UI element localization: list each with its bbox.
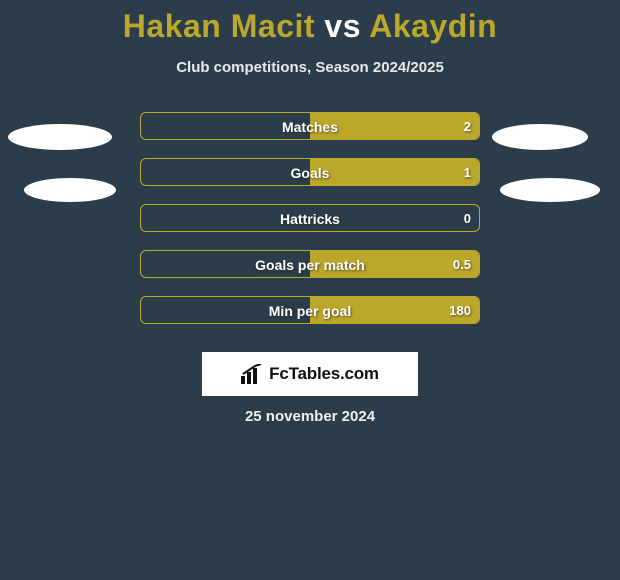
bar-label: Min per goal xyxy=(141,297,479,324)
stat-bar: Goals1 xyxy=(140,158,480,186)
bar-label: Goals xyxy=(141,159,479,186)
bar-value-right: 0.5 xyxy=(453,251,471,278)
decorative-ellipse xyxy=(24,178,116,202)
subtitle: Club competitions, Season 2024/2025 xyxy=(0,59,620,76)
date-label: 25 november 2024 xyxy=(0,408,620,425)
decorative-ellipse xyxy=(500,178,600,202)
brand-badge: FcTables.com xyxy=(202,352,418,396)
decorative-ellipse xyxy=(8,124,112,150)
chart-icon xyxy=(241,364,263,384)
title-player1: Hakan Macit xyxy=(123,8,315,44)
decorative-ellipse xyxy=(492,124,588,150)
stat-bar: Min per goal180 xyxy=(140,296,480,324)
page-title: Hakan Macit vs Akaydin xyxy=(0,0,620,45)
bar-label: Goals per match xyxy=(141,251,479,278)
stat-bar: Hattricks0 xyxy=(140,204,480,232)
brand-text: FcTables.com xyxy=(269,364,379,384)
bar-label: Hattricks xyxy=(141,205,479,232)
stat-bar: Goals per match0.5 xyxy=(140,250,480,278)
bar-label: Matches xyxy=(141,113,479,140)
title-vs: vs xyxy=(324,8,361,44)
stat-bar: Matches2 xyxy=(140,112,480,140)
bar-value-right: 180 xyxy=(449,297,471,324)
bars-container: Matches2Goals1Hattricks0Goals per match0… xyxy=(140,112,480,342)
bar-value-right: 0 xyxy=(464,205,471,232)
bar-value-right: 2 xyxy=(464,113,471,140)
title-player2: Akaydin xyxy=(369,8,497,44)
bar-value-right: 1 xyxy=(464,159,471,186)
